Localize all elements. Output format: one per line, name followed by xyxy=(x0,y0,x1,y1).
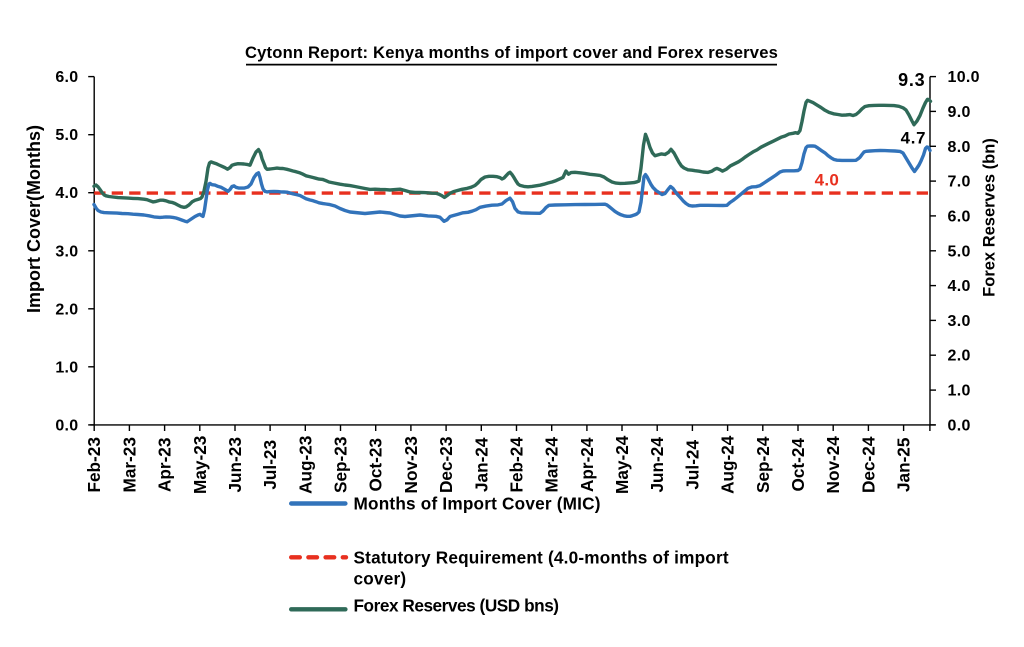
svg-text:3.0: 3.0 xyxy=(55,243,78,260)
svg-text:Aug-24: Aug-24 xyxy=(718,435,738,494)
svg-text:2.0: 2.0 xyxy=(948,348,971,365)
svg-text:Jan-25: Jan-25 xyxy=(894,437,914,492)
svg-text:4.0: 4.0 xyxy=(948,278,971,295)
svg-text:May-24: May-24 xyxy=(612,435,632,494)
svg-text:Forex Reserves (bn): Forex Reserves (bn) xyxy=(981,138,999,297)
svg-text:10.0: 10.0 xyxy=(948,69,980,86)
svg-text:4.0: 4.0 xyxy=(815,171,840,190)
svg-text:1.0: 1.0 xyxy=(948,383,971,400)
svg-text:Sep-23: Sep-23 xyxy=(331,437,351,493)
svg-text:9.0: 9.0 xyxy=(948,104,971,121)
svg-text:Apr-23: Apr-23 xyxy=(155,438,175,492)
svg-text:Import Cover(Months): Import Cover(Months) xyxy=(24,125,44,313)
svg-text:9.3: 9.3 xyxy=(898,70,925,90)
svg-text:Apr-24: Apr-24 xyxy=(577,437,597,492)
svg-text:Jul-23: Jul-23 xyxy=(260,440,280,490)
svg-text:Jun-24: Jun-24 xyxy=(647,437,667,493)
svg-text:Nov-24: Nov-24 xyxy=(823,436,843,494)
svg-text:4.0: 4.0 xyxy=(55,185,78,202)
svg-text:Feb-23: Feb-23 xyxy=(84,437,104,492)
svg-text:Jul-24: Jul-24 xyxy=(682,440,702,490)
svg-text:Mar-23: Mar-23 xyxy=(119,437,139,492)
svg-text:0.0: 0.0 xyxy=(55,417,78,434)
svg-text:Feb-24: Feb-24 xyxy=(507,437,527,493)
svg-text:Jun-23: Jun-23 xyxy=(225,437,245,492)
svg-text:5.0: 5.0 xyxy=(948,243,971,260)
svg-text:4.7: 4.7 xyxy=(901,129,927,148)
svg-text:0.0: 0.0 xyxy=(948,417,971,434)
svg-text:Statutory Requirement (4.0-mon: Statutory Requirement (4.0-months of imp… xyxy=(354,547,729,567)
svg-text:Cytonn Report: Kenya months of: Cytonn Report: Kenya months of import co… xyxy=(245,43,778,62)
svg-text:6.0: 6.0 xyxy=(55,69,78,86)
svg-text:Oct-23: Oct-23 xyxy=(366,438,386,492)
svg-text:5.0: 5.0 xyxy=(55,127,78,144)
svg-text:3.0: 3.0 xyxy=(948,313,971,330)
svg-text:Oct-24: Oct-24 xyxy=(788,438,808,492)
svg-text:Aug-23: Aug-23 xyxy=(295,436,315,494)
svg-text:8.0: 8.0 xyxy=(948,139,971,156)
svg-text:Mar-24: Mar-24 xyxy=(542,437,562,493)
svg-text:May-23: May-23 xyxy=(190,436,210,494)
svg-text:Months of Import Cover (MIC): Months of Import Cover (MIC) xyxy=(354,493,601,513)
svg-text:Jan-24: Jan-24 xyxy=(471,437,491,492)
svg-text:cover): cover) xyxy=(354,568,407,588)
svg-text:2.0: 2.0 xyxy=(55,301,78,318)
svg-text:Dec-24: Dec-24 xyxy=(858,436,878,493)
svg-text:7.0: 7.0 xyxy=(948,174,971,191)
svg-text:Nov-23: Nov-23 xyxy=(401,436,421,493)
svg-text:1.0: 1.0 xyxy=(55,359,78,376)
svg-text:Sep-24: Sep-24 xyxy=(753,436,773,493)
svg-text:Forex Reserves (USD bns): Forex Reserves (USD bns) xyxy=(354,596,559,616)
svg-text:Dec-23: Dec-23 xyxy=(436,437,456,493)
svg-text:6.0: 6.0 xyxy=(948,208,971,225)
